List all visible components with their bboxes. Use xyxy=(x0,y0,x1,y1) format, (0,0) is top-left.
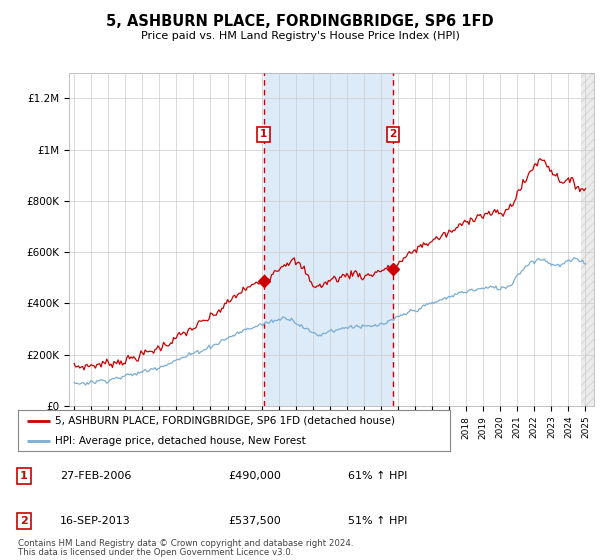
Bar xyxy=(263,73,393,406)
Text: 1: 1 xyxy=(20,471,28,481)
Text: 2: 2 xyxy=(20,516,28,526)
Text: 2: 2 xyxy=(389,129,397,139)
Text: 16-SEP-2013: 16-SEP-2013 xyxy=(60,516,131,526)
Text: 1: 1 xyxy=(260,129,267,139)
Bar xyxy=(581,73,594,406)
Text: 27-FEB-2006: 27-FEB-2006 xyxy=(60,471,131,481)
Text: 5, ASHBURN PLACE, FORDINGBRIDGE, SP6 1FD: 5, ASHBURN PLACE, FORDINGBRIDGE, SP6 1FD xyxy=(106,14,494,29)
Text: 51% ↑ HPI: 51% ↑ HPI xyxy=(348,516,407,526)
Text: This data is licensed under the Open Government Licence v3.0.: This data is licensed under the Open Gov… xyxy=(18,548,293,557)
Text: £490,000: £490,000 xyxy=(228,471,281,481)
Text: Price paid vs. HM Land Registry's House Price Index (HPI): Price paid vs. HM Land Registry's House … xyxy=(140,31,460,41)
Bar xyxy=(581,73,594,406)
Text: 61% ↑ HPI: 61% ↑ HPI xyxy=(348,471,407,481)
Text: £537,500: £537,500 xyxy=(228,516,281,526)
Text: Contains HM Land Registry data © Crown copyright and database right 2024.: Contains HM Land Registry data © Crown c… xyxy=(18,539,353,548)
Text: HPI: Average price, detached house, New Forest: HPI: Average price, detached house, New … xyxy=(55,436,305,446)
Text: 5, ASHBURN PLACE, FORDINGBRIDGE, SP6 1FD (detached house): 5, ASHBURN PLACE, FORDINGBRIDGE, SP6 1FD… xyxy=(55,416,395,426)
